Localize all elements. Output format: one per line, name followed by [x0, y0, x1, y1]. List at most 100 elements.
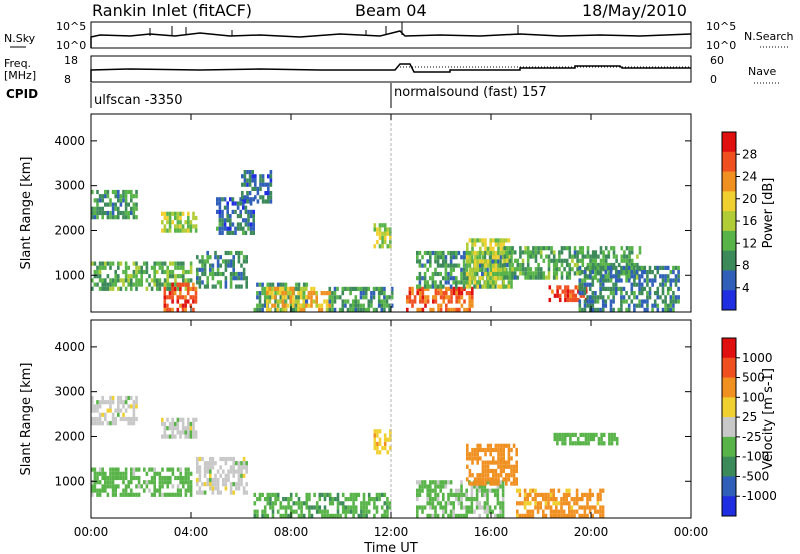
power-scatter-cell: [577, 297, 580, 303]
power-scatter-cell: [594, 291, 597, 296]
power-scatter-cell: [476, 263, 479, 268]
velocity-scatter-cell: [599, 492, 602, 497]
power-scatter-cell: [583, 299, 587, 304]
velocity-scatter-cell: [587, 441, 590, 446]
velocity-scatter-cell: [460, 492, 463, 497]
power-scatter-cell: [489, 238, 492, 243]
power-scatter-cell: [513, 275, 517, 280]
velocity-scatter-cell: [176, 488, 180, 493]
power-scatter-cell: [494, 271, 498, 277]
power-scatter-cell: [266, 303, 269, 308]
velocity-scatter-cell: [476, 481, 479, 486]
power-scatter-cell: [463, 307, 466, 312]
power-scatter-cell: [578, 258, 582, 263]
power-scatter-cell: [386, 244, 390, 249]
velocity-scatter-cell: [227, 469, 230, 474]
power-scatter-cell: [248, 199, 252, 204]
power-scatter-cell: [489, 271, 492, 277]
power-scatter-cell: [279, 291, 282, 296]
power-scatter-cell: [269, 178, 273, 183]
velocity-scatter-cell: [502, 447, 505, 453]
velocity-scatter-cell: [150, 467, 154, 472]
velocity-scatter-cell: [132, 408, 136, 413]
velocity-scatter-cell: [565, 501, 568, 506]
power-scatter-cell: [437, 286, 440, 291]
velocity-scatter-cell: [240, 482, 243, 487]
velocity-scatter-cell: [263, 509, 267, 514]
velocity-scatter-cell: [189, 426, 193, 431]
power-scatter-cell: [552, 250, 556, 255]
power-colorbar-swatch: [722, 270, 736, 291]
power-scatter-cell: [181, 295, 185, 300]
power-scatter-cell: [367, 299, 371, 304]
power-scatter-cell: [176, 307, 180, 312]
power-scatter-cell: [104, 189, 107, 195]
power-scatter-cell: [468, 299, 471, 304]
power-scatter-cell: [537, 246, 540, 251]
velocity-scatter-cell: [176, 426, 180, 431]
velocity-scatter-cell: [187, 471, 190, 476]
power-scatter-cell: [545, 254, 548, 259]
power-scatter-cell: [664, 282, 667, 287]
power-scatter-cell: [380, 286, 384, 291]
velocity-x-ticks: 00:00 04:00 08:00 12:00 16:00 20:00 00:00: [74, 320, 708, 539]
velocity-scatter-cell: [163, 492, 167, 497]
velocity-scatter-cell: [560, 505, 563, 510]
power-scatter-cell: [519, 250, 522, 255]
power-scatter-cell: [447, 299, 451, 304]
power-scatter-cell: [602, 254, 605, 259]
power-ylabel: Slant Range [km]: [19, 157, 34, 270]
velocity-scatter-cell: [300, 505, 303, 510]
velocity-scatter-cell: [174, 426, 177, 431]
power-scatter-cell: [434, 271, 437, 277]
power-scatter-cell: [145, 261, 149, 266]
velocity-scatter-cell: [194, 417, 198, 422]
velocity-scatter-cell: [570, 509, 574, 514]
power-scatter-cell: [218, 218, 222, 223]
power-scatter-cell: [274, 291, 277, 296]
power-scatter-cell: [450, 295, 453, 300]
velocity-scatter-cell: [470, 488, 474, 493]
power-scatter-cell: [176, 224, 180, 229]
power-scatter-cell: [261, 291, 264, 296]
power-scatter-cell: [174, 265, 177, 270]
velocity-scatter-cell: [297, 501, 301, 506]
velocity-scatter-cell: [354, 505, 358, 510]
velocity-scatter-cell: [179, 417, 182, 422]
power-scatter-cell: [124, 265, 128, 270]
power-scatter-cell: [216, 255, 220, 260]
power-scatter-cell: [499, 242, 503, 247]
power-scatter-cell: [269, 282, 272, 287]
power-scatter-cell: [445, 307, 448, 312]
power-scatter-cell: [614, 278, 618, 283]
velocity-scatter-cell: [566, 432, 570, 437]
power-scatter-cell: [163, 282, 167, 287]
power-scatter-cell: [534, 246, 538, 251]
power-scatter-cell: [219, 271, 222, 277]
power-scatter-cell: [506, 254, 509, 259]
velocity-scatter-cell: [429, 488, 432, 493]
velocity-scatter-cell: [449, 480, 453, 485]
velocity-scatter-cell: [216, 469, 220, 474]
power-scatter-cell: [521, 262, 525, 268]
power-scatter-cell: [594, 254, 598, 259]
power-scatter-cell: [468, 280, 472, 285]
power-scatter-cell: [439, 303, 443, 308]
x-tick-label: 20:00: [574, 525, 609, 539]
power-scatter-cell: [357, 286, 360, 291]
velocity-scatter-cell: [341, 509, 345, 514]
velocity-scatter-cell: [499, 505, 502, 510]
power-scatter-cell: [163, 211, 167, 216]
power-scatter-cell: [576, 258, 579, 263]
velocity-scatter-cell: [526, 513, 529, 518]
power-scatter-cell: [281, 291, 285, 296]
velocity-scatter-cell: [476, 456, 479, 461]
velocity-scatter-cell: [512, 477, 516, 482]
velocity-scatter-cell: [447, 480, 450, 485]
velocity-scatter-cell: [515, 477, 518, 482]
power-scatter-cell: [594, 270, 597, 275]
power-scatter-cell: [109, 210, 112, 216]
power-scatter-cell: [168, 220, 172, 225]
power-scatter-cell: [455, 280, 458, 285]
velocity-scatter-cell: [263, 505, 267, 510]
